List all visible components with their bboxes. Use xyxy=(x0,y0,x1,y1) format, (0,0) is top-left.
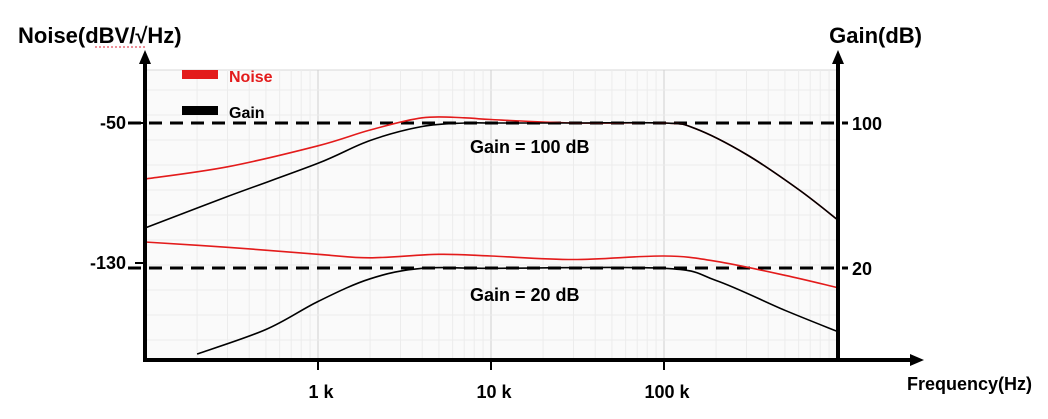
right-tick-label: 20 xyxy=(852,259,872,279)
left-axis-title: Noise(dBV/√Hz) xyxy=(18,23,182,48)
grid xyxy=(145,70,837,360)
annotation-gain-20: Gain = 20 dB xyxy=(470,285,580,305)
left-tick-label: -130 xyxy=(90,253,126,273)
ticks: 1 k 10 k 100 k -50 -130 100 20 xyxy=(90,113,882,402)
left-axis-arrow xyxy=(139,50,151,64)
right-tick-label: 100 xyxy=(852,114,882,134)
legend-label-gain: Gain xyxy=(229,105,265,122)
x-tick-label: 10 k xyxy=(476,382,512,402)
legend-label-noise: Noise xyxy=(229,69,273,86)
right-axis-arrow xyxy=(832,50,844,64)
legend-swatch-gain xyxy=(182,106,218,115)
left-tick-label: -50 xyxy=(100,113,126,133)
x-axis-title: Frequency(Hz) xyxy=(907,374,1032,394)
x-tick-label: 1 k xyxy=(308,382,334,402)
x-axis-arrow xyxy=(910,354,924,366)
series-layer xyxy=(144,115,838,355)
right-axis-title: Gain(dB) xyxy=(829,23,922,48)
x-tick-label: 100 k xyxy=(644,382,690,402)
noise-curve-gain-20 xyxy=(144,241,838,289)
gain-curve-gain-100 xyxy=(144,121,838,229)
legend: Noise Gain xyxy=(182,69,273,122)
annotation-gain-100: Gain = 100 dB xyxy=(470,137,590,157)
legend-swatch-noise xyxy=(182,70,218,79)
gain-curve-gain-20 xyxy=(196,266,838,355)
